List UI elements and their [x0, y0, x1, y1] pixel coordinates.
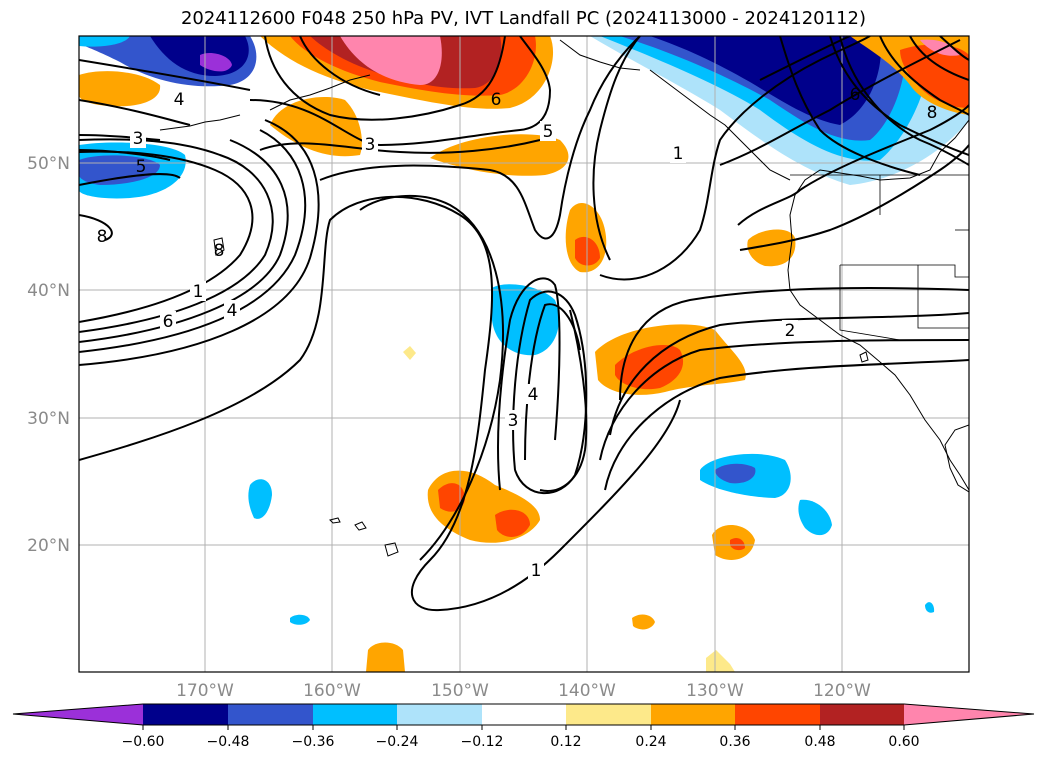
shade-region — [798, 499, 832, 536]
colorbar-tick-label: −0.36 — [292, 734, 335, 750]
lon-label: 130°W — [686, 681, 744, 701]
shade-region — [495, 509, 530, 537]
boundaries — [790, 174, 969, 341]
contour-label: 4 — [227, 301, 238, 321]
contour-label: 5 — [136, 157, 147, 177]
shade-region — [438, 483, 465, 512]
map-content: 3 4 5 6 3 6 5 8 8 1 6 4 1 2 4 3 — [79, 36, 969, 672]
shade-region — [403, 346, 416, 360]
contour-label: 8 — [927, 103, 938, 123]
contour-label: 3 — [365, 135, 376, 155]
contour-label: 8 — [97, 227, 108, 247]
contour-label: 8 — [214, 241, 225, 261]
shade-region — [79, 71, 161, 107]
shade-region — [632, 614, 655, 630]
contour-label: 6 — [850, 85, 861, 105]
colorbar-segment — [228, 704, 313, 725]
contour-labels: 3 4 5 6 3 6 5 8 8 1 6 4 1 2 4 3 — [97, 85, 938, 581]
colorbar-segment — [651, 704, 735, 725]
shade-region — [340, 36, 442, 85]
lon-label: 140°W — [558, 681, 616, 701]
lon-label: 170°W — [176, 681, 234, 701]
contour-label: 2 — [785, 321, 796, 341]
contour-label: 6 — [491, 90, 502, 110]
contour-label: 1 — [193, 282, 204, 302]
shade-region — [366, 642, 405, 672]
shade-region — [730, 537, 745, 551]
coastlines — [159, 39, 969, 557]
lon-label: 160°W — [303, 681, 361, 701]
contour-label: 4 — [528, 385, 539, 405]
lon-label: 120°W — [813, 681, 871, 701]
shade-region — [747, 229, 796, 267]
lat-label: 50°N — [27, 154, 70, 174]
contour-label: 5 — [543, 122, 554, 142]
colorbar-segment — [13, 704, 143, 725]
colorbar-segment — [313, 704, 397, 725]
lat-label: 30°N — [27, 409, 70, 429]
colorbar-segment — [566, 704, 651, 725]
shade-region — [270, 97, 362, 157]
shade-region — [290, 614, 310, 625]
latitude-labels: 50°N 40°N 30°N 20°N — [27, 154, 70, 556]
shade-region — [900, 44, 969, 108]
shade-region — [200, 53, 232, 72]
colorbar-segment — [143, 704, 228, 725]
shade-region — [920, 39, 960, 56]
lat-label: 20°N — [27, 536, 70, 556]
colorbar: −0.60 −0.48 −0.36 −0.24 −0.12 0.12 0.24 … — [12, 703, 1035, 750]
colorbar-segment — [904, 704, 1034, 725]
contour-label: 4 — [174, 90, 185, 110]
colorbar-segment — [820, 704, 904, 725]
map-title: 2024112600 F048 250 hPa PV, IVT Landfall… — [180, 8, 867, 29]
colorbar-tick-label: 0.24 — [635, 734, 666, 750]
shade-region — [430, 134, 569, 176]
longitude-labels: 170°W 160°W 150°W 140°W 130°W 120°W — [176, 681, 871, 701]
shade-region — [248, 479, 272, 519]
colorbar-segment — [482, 704, 566, 725]
contour-label: 3 — [133, 129, 144, 149]
colorbar-tick-label: −0.12 — [461, 734, 504, 750]
contour-label: 3 — [508, 411, 519, 431]
colorbar-tick-label: 0.48 — [804, 734, 835, 750]
colorbar-tick-label: 0.60 — [888, 734, 919, 750]
shade-region — [615, 345, 684, 390]
contour-label: 1 — [673, 144, 684, 164]
contour-label: 1 — [531, 561, 542, 581]
shade-region — [79, 36, 130, 47]
map-frame — [78, 35, 970, 673]
pv-contours — [79, 36, 969, 612]
colorbar-tick-label: −0.60 — [122, 734, 165, 750]
colorbar-tick-label: −0.24 — [376, 734, 419, 750]
colorbar-segment — [397, 704, 482, 725]
shade-region — [706, 650, 735, 672]
lon-label: 150°W — [431, 681, 489, 701]
contour-label: 6 — [163, 312, 174, 332]
lat-label: 40°N — [27, 281, 70, 301]
shade-region — [715, 463, 756, 484]
colorbar-tick-label: 0.12 — [550, 734, 581, 750]
colorbar-segment — [735, 704, 820, 725]
colorbar-tick-label: −0.48 — [207, 734, 250, 750]
colorbar-tick-label: 0.36 — [719, 734, 750, 750]
shade-region — [925, 602, 935, 613]
